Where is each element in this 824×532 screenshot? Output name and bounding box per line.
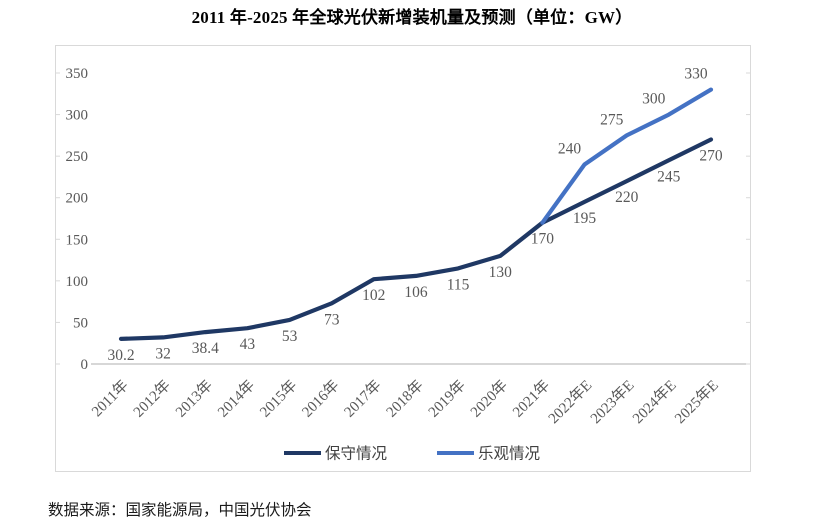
x-axis-label: 2017年 bbox=[341, 377, 385, 421]
chart-area: 0 50 100 150 200 250 300 350 2011年 2012年 2013年 2014… bbox=[55, 45, 751, 472]
data-label: 245 bbox=[657, 168, 681, 185]
y-axis-label: 250 bbox=[66, 149, 89, 165]
data-label: 38.4 bbox=[192, 340, 219, 357]
x-axis-label: 2018年 bbox=[383, 377, 427, 421]
x-axis-label: 2025年E bbox=[671, 377, 721, 427]
data-label: 330 bbox=[684, 66, 708, 83]
page-title: 2011 年-2025 年全球光伏新增装机量及预测（单位：GW） bbox=[191, 8, 633, 27]
x-axis-label: 2016年 bbox=[299, 377, 343, 421]
x-axis-label: 2023年E bbox=[587, 377, 637, 427]
source-line: 数据来源：国家能源局，中国光伏协会 bbox=[48, 502, 312, 519]
x-axis-label: 2011年 bbox=[88, 377, 131, 420]
data-label: 240 bbox=[558, 141, 582, 158]
data-label: 170 bbox=[531, 231, 555, 248]
data-label: 220 bbox=[615, 189, 639, 206]
y-axis-label: 0 bbox=[81, 357, 89, 373]
legend-label: 保守情况 bbox=[325, 445, 387, 463]
data-label: 115 bbox=[447, 276, 470, 293]
x-axis-label: 2015年 bbox=[257, 377, 301, 421]
x-axis-label: 2020年 bbox=[467, 377, 511, 421]
data-label: 275 bbox=[600, 111, 624, 128]
data-label: 270 bbox=[699, 148, 723, 165]
y-axis-label: 50 bbox=[73, 315, 88, 331]
data-label: 73 bbox=[324, 311, 340, 328]
data-label: 195 bbox=[573, 210, 597, 227]
x-axis-label: 2014年 bbox=[214, 377, 258, 421]
y-axis-label: 100 bbox=[66, 274, 89, 290]
data-label: 300 bbox=[642, 91, 666, 108]
y-axis-label: 200 bbox=[66, 191, 89, 207]
x-axis-label: 2024年E bbox=[629, 377, 679, 427]
series-line-optimistic bbox=[540, 87, 714, 225]
data-label: 53 bbox=[282, 328, 298, 345]
x-axis-label: 2022年E bbox=[545, 377, 595, 427]
data-label: 30.2 bbox=[107, 347, 134, 364]
legend-label: 乐观情况 bbox=[478, 445, 540, 463]
x-axis-label: 2013年 bbox=[172, 377, 216, 421]
chart-svg: 0 50 100 150 200 250 300 350 2011年2012年2013年2014… bbox=[56, 66, 750, 463]
data-label: 106 bbox=[404, 284, 428, 301]
x-axis-label: 2012年 bbox=[130, 377, 174, 421]
data-label: 43 bbox=[240, 336, 256, 353]
x-axis-label: 2019年 bbox=[425, 377, 469, 421]
series-line-conservative bbox=[118, 137, 714, 341]
data-label: 102 bbox=[362, 287, 385, 304]
data-label: 130 bbox=[489, 264, 513, 281]
y-axis-label: 150 bbox=[66, 232, 89, 248]
y-axis-label: 300 bbox=[66, 108, 89, 124]
y-axis-label: 350 bbox=[66, 66, 89, 82]
data-label: 32 bbox=[155, 345, 171, 362]
